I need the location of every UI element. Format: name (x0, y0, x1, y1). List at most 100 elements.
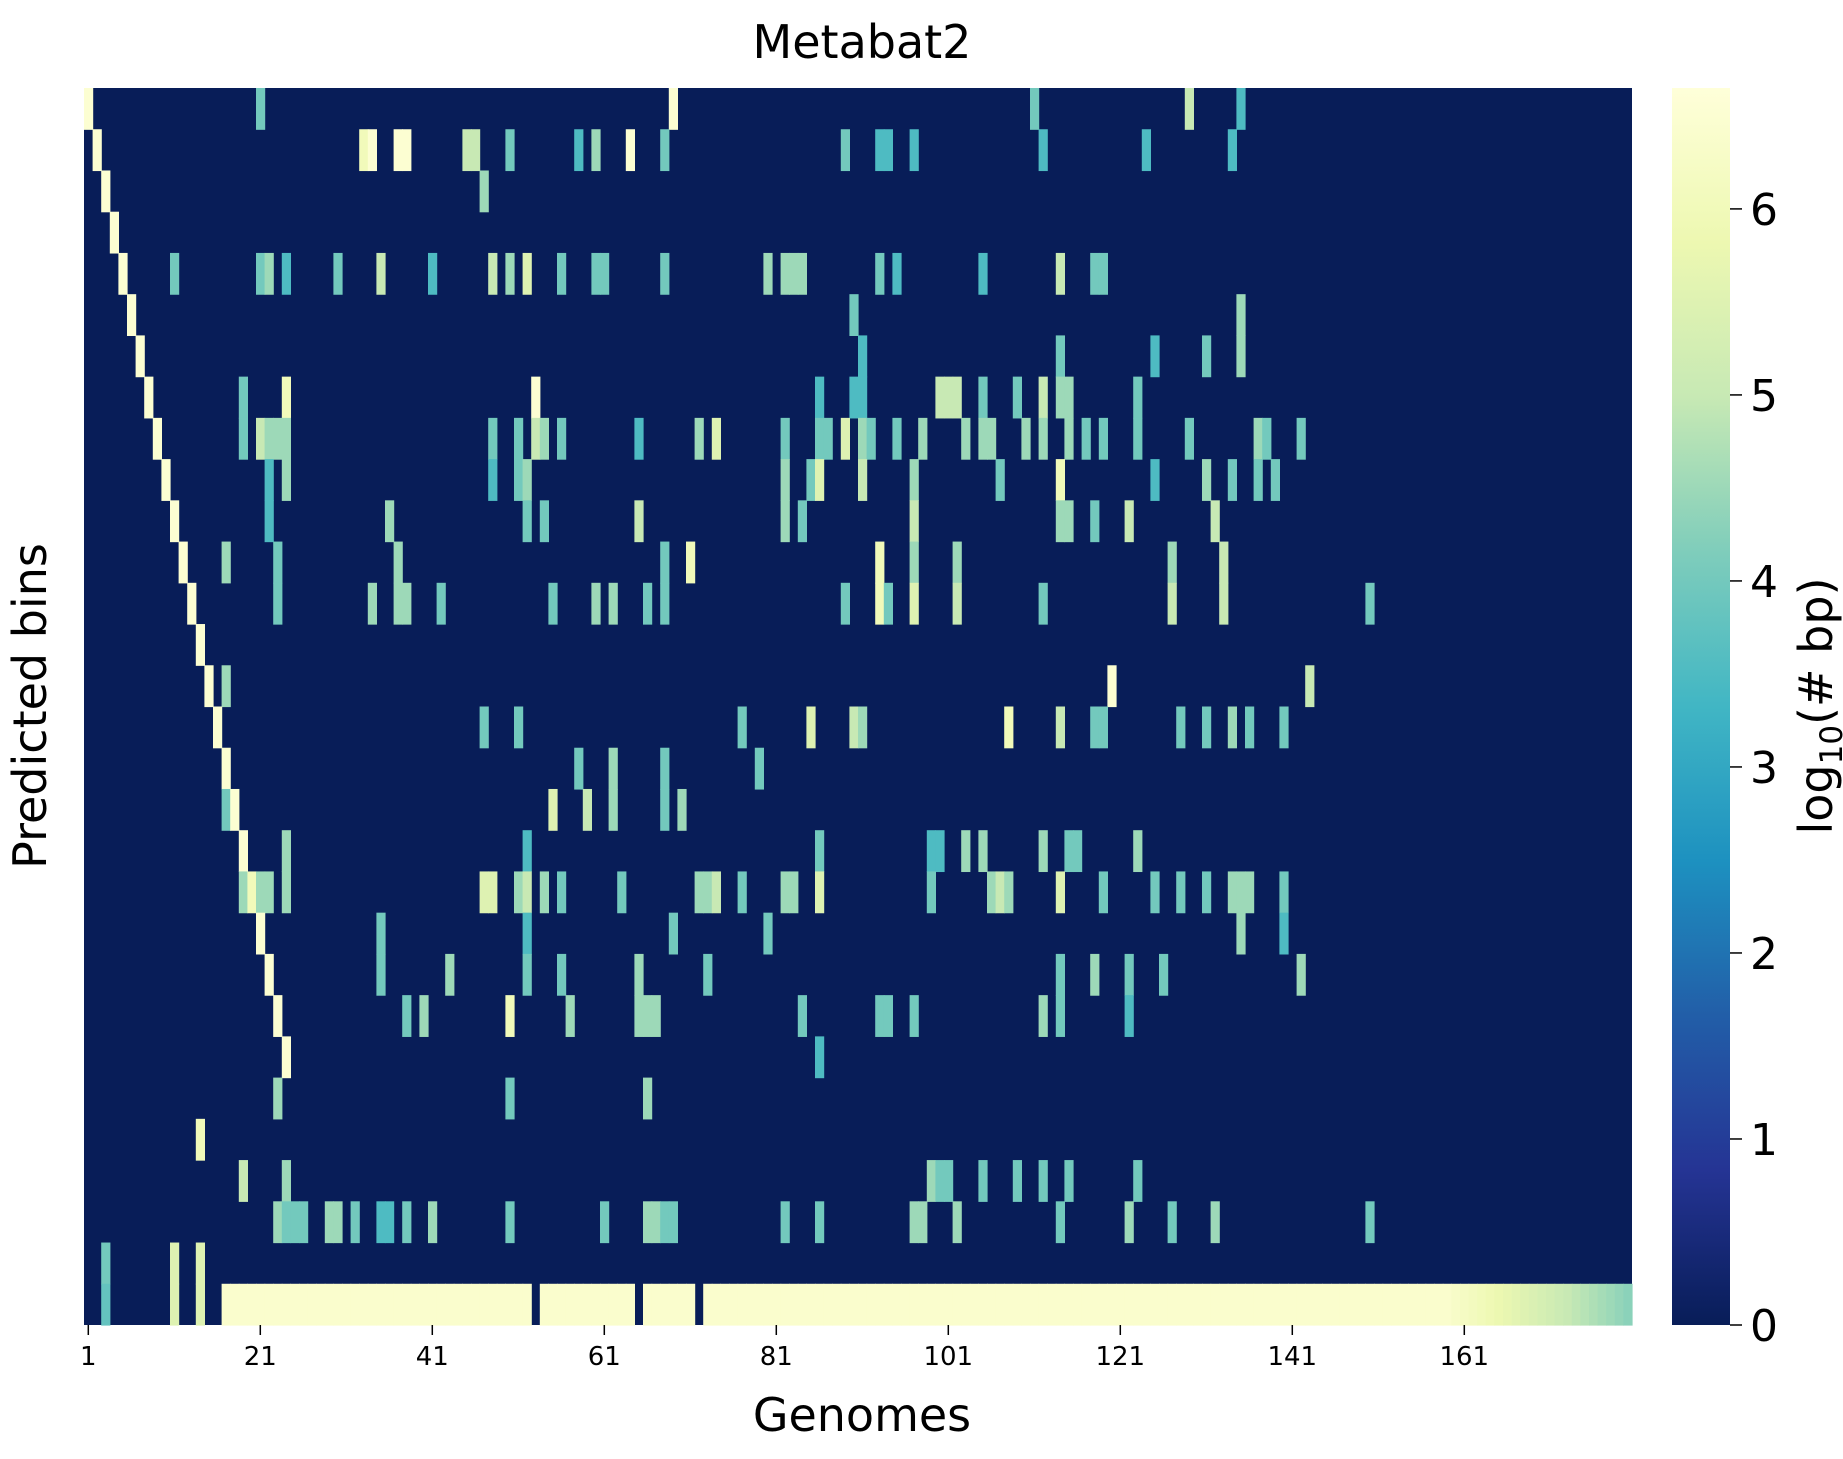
heatmap-cell (840, 1283, 850, 1326)
heatmap-cell (195, 624, 205, 666)
heatmap-cell (1270, 1283, 1280, 1326)
heatmap-cell (333, 1201, 343, 1244)
heatmap-cell (763, 252, 773, 295)
heatmap-cell (290, 1201, 300, 1244)
heatmap-cell (281, 1201, 291, 1244)
heatmap-cell (918, 1201, 928, 1244)
heatmap-cell (591, 582, 601, 625)
heatmap-cell (660, 1201, 670, 1244)
heatmap-cell (385, 1283, 395, 1326)
heatmap-cell (522, 830, 532, 873)
heatmap-cell (496, 1283, 506, 1326)
heatmap-cell (488, 417, 498, 460)
colorbar-label-rest: (# bp) (1789, 577, 1843, 724)
heatmap-cell (290, 1283, 300, 1326)
heatmap-cell (1227, 1283, 1237, 1326)
heatmap-cell (625, 129, 635, 172)
heatmap-cell (256, 88, 266, 130)
heatmap-cell (1339, 1283, 1349, 1326)
heatmap-cell (1116, 1283, 1126, 1326)
heatmap-cell (1150, 871, 1160, 914)
heatmap-cell (978, 252, 988, 295)
heatmap-cell (221, 541, 231, 584)
heatmap-cell (514, 417, 524, 460)
heatmap-cell (858, 417, 868, 460)
heatmap-cell (849, 706, 859, 749)
heatmap-cell (522, 1283, 532, 1326)
heatmap-cell (600, 252, 610, 295)
heatmap-cell (1193, 1283, 1203, 1326)
heatmap-cell (651, 1283, 661, 1326)
heatmap-cell (1184, 1283, 1194, 1326)
heatmap-cell (92, 129, 102, 172)
heatmap-cell (952, 1283, 962, 1326)
heatmap-cell (514, 459, 524, 501)
heatmap-cell (703, 953, 713, 996)
heatmap-cell (445, 1283, 455, 1326)
heatmap-cell (892, 252, 902, 295)
heatmap-cell (436, 1283, 446, 1326)
heatmap-cell (883, 582, 893, 625)
heatmap-cell (522, 912, 532, 955)
heatmap-cell (539, 417, 549, 460)
heatmap-cell (1365, 1283, 1375, 1326)
heatmap-cell (987, 417, 997, 460)
heatmap-cell (1262, 417, 1272, 460)
heatmap-cells (84, 88, 1633, 1326)
heatmap-cell (1288, 1283, 1298, 1326)
heatmap-cell (780, 1283, 790, 1326)
heatmap-cell (1090, 706, 1100, 749)
heatmap-cell (1279, 706, 1289, 749)
heatmap-cell (101, 1283, 111, 1326)
heatmap-cell (1064, 1160, 1074, 1202)
heatmap-cell (1055, 459, 1065, 501)
heatmap-cell (118, 252, 128, 295)
heatmap-cell (1133, 1160, 1143, 1202)
heatmap-cell (1296, 1283, 1306, 1326)
heatmap-cell (350, 1283, 360, 1326)
heatmap-cell (926, 1283, 936, 1326)
heatmap-cell (797, 1283, 807, 1326)
heatmap-cell (1305, 1283, 1315, 1326)
colorbar-tick-label: 6 (1750, 185, 1778, 236)
heatmap-cell (806, 706, 816, 749)
heatmap-cell (238, 830, 248, 873)
heatmap-cell (1047, 1283, 1057, 1326)
heatmap-cell (333, 1283, 343, 1326)
heatmap-cell (815, 417, 825, 460)
heatmap-cell (995, 459, 1005, 501)
heatmap-cell (281, 830, 291, 873)
heatmap-cell (703, 871, 713, 914)
heatmap-cell (643, 582, 653, 625)
heatmap-cell (505, 1077, 515, 1120)
heatmap-cell (488, 252, 498, 295)
heatmap-cell (625, 1283, 635, 1326)
heatmap-cell (780, 871, 790, 914)
heatmap-cell (213, 706, 223, 749)
heatmap-cell (1012, 376, 1022, 419)
heatmap-cell (789, 1283, 799, 1326)
heatmap-cell (1236, 1283, 1246, 1326)
heatmap-cell (557, 252, 567, 295)
heatmap-cell (376, 1201, 386, 1244)
heatmap-cell (299, 1201, 309, 1244)
heatmap-cell (144, 376, 154, 419)
heatmap-cell (428, 1283, 438, 1326)
heatmap-cell (539, 1283, 549, 1326)
heatmap-cell (1141, 1283, 1151, 1326)
heatmap-cell (1589, 1283, 1599, 1326)
x-tick-label: 141 (1267, 1342, 1317, 1372)
heatmap-cell (488, 1283, 498, 1326)
heatmap-cell (273, 541, 283, 584)
heatmap-cell (858, 376, 868, 419)
heatmap-cell (367, 582, 377, 625)
heatmap-cell (1245, 871, 1255, 914)
heatmap-cell (574, 747, 584, 790)
chart-title: Metabat2 (753, 15, 972, 69)
heatmap-cell (677, 1283, 687, 1326)
heatmap-cell (797, 500, 807, 543)
heatmap-cell (1055, 1201, 1065, 1244)
heatmap-cell (909, 995, 919, 1037)
heatmap-cell (1167, 1201, 1177, 1244)
heatmap-cell (1004, 871, 1014, 914)
